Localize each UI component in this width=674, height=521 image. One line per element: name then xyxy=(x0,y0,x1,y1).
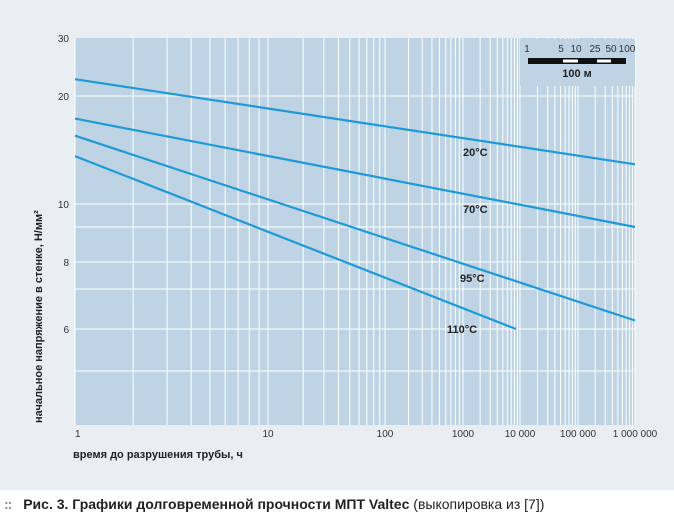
inset-scale-label: 100 м xyxy=(562,68,592,80)
inset-scale-tick: 100 xyxy=(619,44,636,55)
caption-title: Графики долговременной прочности МПТ Val… xyxy=(72,496,410,512)
y-tick-label: 8 xyxy=(63,258,69,269)
series-label: 95°C xyxy=(460,273,485,285)
series-line-70c xyxy=(74,117,636,229)
inset-scale-tick: 10 xyxy=(570,44,582,55)
x-tick-label: 100 xyxy=(377,429,394,440)
x-tick-label: 10 000 xyxy=(505,429,536,440)
series-line-20c xyxy=(74,78,636,166)
figure-caption: :: Рис. 3. Графики долговременной прочно… xyxy=(4,496,544,512)
y-tick-label: 10 xyxy=(58,200,70,211)
x-axis-label: время до разрушения трубы, ч xyxy=(73,449,243,461)
y-axis-label: начальное напряжение в стенке, Н/мм² xyxy=(33,210,45,423)
x-tick-label: 100 000 xyxy=(560,429,597,440)
y-tick-label: 20 xyxy=(58,92,70,103)
x-tick-label: 1 000 000 xyxy=(613,429,658,440)
inset-scale-tick: 1 xyxy=(524,44,530,55)
plot-area xyxy=(75,38,635,425)
series-line-95c xyxy=(74,134,636,322)
series-label: 70°C xyxy=(463,204,488,216)
caption-note: (выкопировка из [7]) xyxy=(413,496,545,512)
caption-bullet-icon: :: xyxy=(4,496,12,512)
inset-scale-tick: 50 xyxy=(605,44,617,55)
inset-scale-bar-segment xyxy=(597,59,611,63)
y-tick-label: 6 xyxy=(63,325,69,336)
inset-scale-tick: 5 xyxy=(558,44,564,55)
series-label: 20°C xyxy=(463,147,488,159)
x-tick-label: 1000 xyxy=(452,429,475,440)
series-label: 110°C xyxy=(447,324,477,336)
caption-prefix: Рис. 3. xyxy=(23,496,69,512)
y-tick-label: 30 xyxy=(58,34,70,45)
x-tick-label: 10 xyxy=(262,429,274,440)
inset-scale-bar-segment xyxy=(563,59,578,63)
inset-scale-tick: 25 xyxy=(589,44,601,55)
series-line-110c xyxy=(74,155,517,331)
x-tick-label: 1 xyxy=(75,429,81,440)
